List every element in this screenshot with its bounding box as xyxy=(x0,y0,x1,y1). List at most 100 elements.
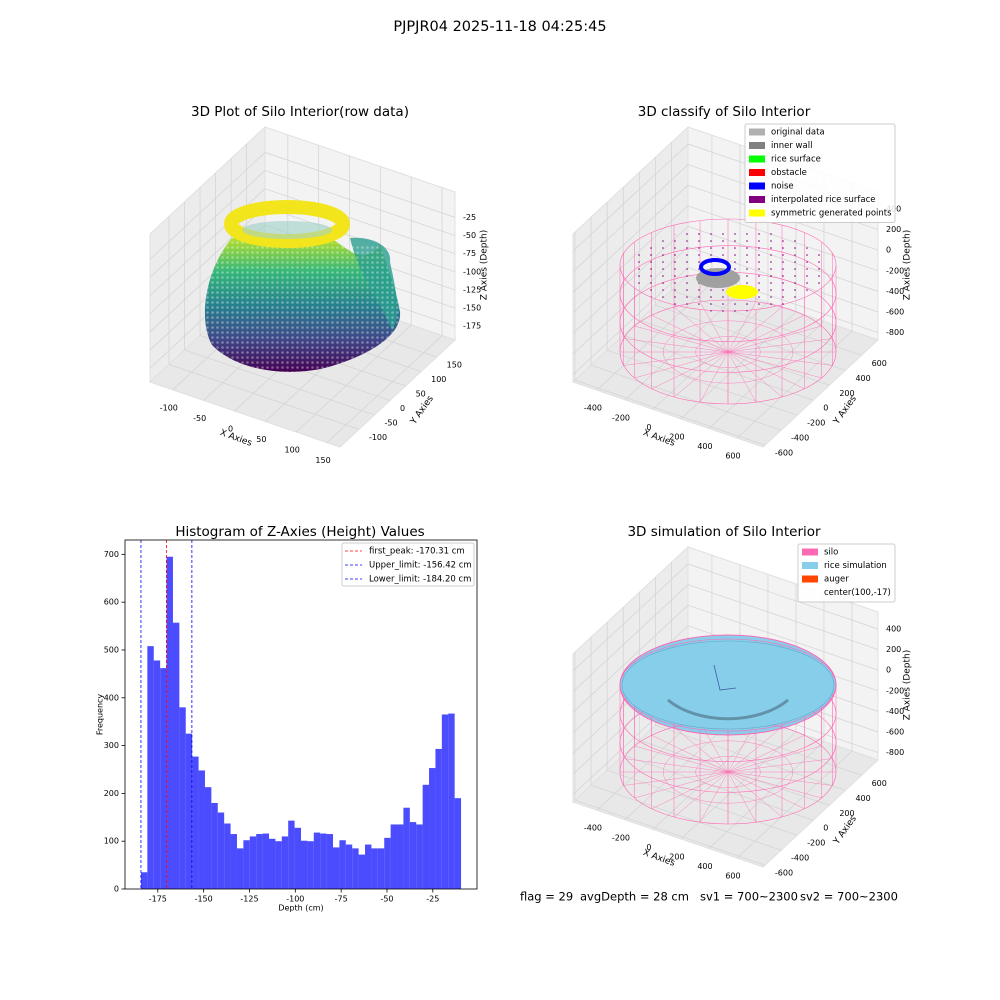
x-tick-label: -175 xyxy=(149,895,167,904)
silo-wire xyxy=(623,771,729,786)
legend-label: first_peak: -170.31 cm xyxy=(369,547,465,557)
pane-floor xyxy=(572,694,879,868)
legend-swatch xyxy=(749,142,765,149)
bar xyxy=(140,872,148,889)
y-tick-label: 500 xyxy=(104,645,119,654)
x-axis-label: Depth (cm) xyxy=(278,904,323,913)
bar xyxy=(448,713,455,889)
silo-wire xyxy=(727,771,822,799)
bar xyxy=(307,841,314,889)
z-tick-label: 200 xyxy=(886,645,901,654)
silo-wire xyxy=(623,351,729,366)
grid-line xyxy=(264,188,456,254)
grid-line xyxy=(574,379,766,446)
bar xyxy=(403,807,410,889)
bar xyxy=(422,784,430,889)
bar xyxy=(441,714,449,889)
silo-wire xyxy=(727,735,805,773)
x-tick-label: -400 xyxy=(584,824,602,833)
silo-wire xyxy=(727,325,822,353)
legend-label: silo xyxy=(824,548,838,558)
legend-swatch xyxy=(749,169,765,176)
z-tick-label: -25 xyxy=(463,213,476,222)
z-tick-label: -100 xyxy=(463,267,481,276)
legend-swatch xyxy=(749,128,765,136)
silo-wire xyxy=(727,771,805,809)
z-axis-label: Z Axies (Depth) xyxy=(903,650,913,721)
bar xyxy=(179,707,186,889)
y-tick-label: 100 xyxy=(431,375,446,384)
z-tick-label: -75 xyxy=(463,249,476,258)
bar xyxy=(204,787,212,889)
x-tick-label: 150 xyxy=(315,456,330,465)
y-tick-label: -600 xyxy=(775,449,793,458)
bar xyxy=(409,822,417,889)
legend-label: rice simulation xyxy=(824,561,887,571)
y-tick-label: 700 xyxy=(104,550,119,559)
legend-label: center(100,-17) xyxy=(824,588,891,598)
grid-line xyxy=(149,152,266,260)
bar xyxy=(217,812,225,889)
grid-line xyxy=(652,722,769,830)
z-tick-label: -800 xyxy=(886,328,904,337)
x-tick-label: -50 xyxy=(193,414,206,423)
y-tick-label: 200 xyxy=(839,809,854,818)
grid-line xyxy=(655,304,846,371)
silo-wire xyxy=(727,726,783,773)
figure-title: PJPJR04 2025-11-18 04:25:45 xyxy=(393,19,606,35)
silo-wire xyxy=(623,758,729,773)
rice-crater xyxy=(667,698,789,721)
pane-floor xyxy=(572,274,879,448)
grid-line xyxy=(572,184,689,293)
silo-wire xyxy=(634,745,729,773)
axes-frame xyxy=(124,539,478,890)
y-tick-label: -600 xyxy=(775,869,793,878)
y-axis-label: Y Axies xyxy=(831,394,859,427)
y-axis-label: Y Axies xyxy=(408,394,436,427)
y-tick-label: 200 xyxy=(104,789,119,798)
bar xyxy=(345,844,353,889)
legend-swatch xyxy=(749,196,765,203)
silo-wire xyxy=(673,306,729,353)
bar xyxy=(429,768,436,889)
x-tick-label: 100 xyxy=(285,446,300,455)
footer-text: sv1 = 700~2300 xyxy=(700,890,798,904)
legend-label: symmetric generated points xyxy=(771,209,892,219)
bar xyxy=(172,622,180,889)
y-tick-label: 600 xyxy=(104,598,119,607)
grid-line xyxy=(590,364,782,431)
grid-line xyxy=(708,741,825,849)
bar xyxy=(352,848,359,889)
grid-line xyxy=(149,206,266,315)
bar xyxy=(153,660,161,889)
silo-wire xyxy=(634,325,729,353)
bar xyxy=(236,848,244,889)
bar xyxy=(147,646,154,889)
bar xyxy=(435,748,442,889)
silo-wire xyxy=(699,351,729,403)
point-ring-inner xyxy=(242,221,332,239)
silo-wire xyxy=(699,771,729,823)
x-tick-label: 600 xyxy=(725,872,740,881)
legend-swatch xyxy=(749,182,765,190)
grid-line xyxy=(687,563,879,630)
x-tick-label: 600 xyxy=(725,452,740,461)
legend-swatch xyxy=(802,575,818,583)
y-tick-label: -400 xyxy=(791,434,809,443)
bar xyxy=(160,668,167,889)
silo-wire xyxy=(634,351,729,379)
panel-title: 3D Plot of Silo Interior(row data) xyxy=(191,104,409,120)
silo-wire xyxy=(727,351,757,403)
silo-wire xyxy=(673,726,729,773)
grid-line xyxy=(708,321,825,429)
y-tick-label: 0 xyxy=(400,404,405,413)
point-ring xyxy=(224,200,350,248)
bar xyxy=(198,770,205,889)
bar xyxy=(454,798,462,889)
x-tick-label: 0 xyxy=(228,424,233,433)
y-tick-label: 600 xyxy=(872,779,887,788)
y-tick-label: 50 xyxy=(416,389,426,398)
silo-ring xyxy=(663,740,794,804)
bar xyxy=(358,854,366,889)
